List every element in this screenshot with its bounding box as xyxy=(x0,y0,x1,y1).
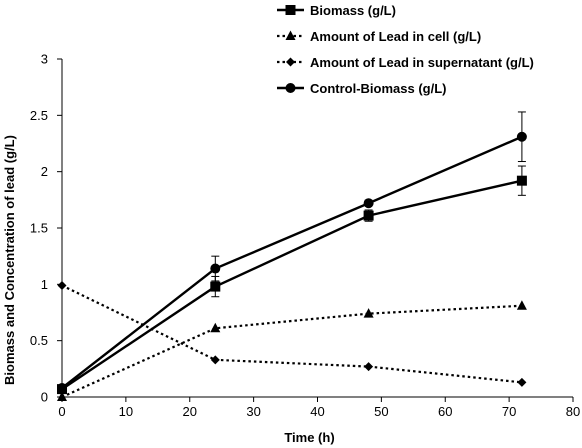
x-tick-label: 70 xyxy=(502,404,516,419)
series-2 xyxy=(57,300,527,401)
y-tick-label: 0.5 xyxy=(30,333,48,348)
legend-label: Control-Biomass (g/L) xyxy=(310,81,447,96)
data-point-s2-2 xyxy=(210,322,221,333)
legend-marker xyxy=(286,57,295,67)
series-line-2 xyxy=(61,304,522,399)
x-tick-label: 20 xyxy=(183,404,197,419)
legend-item-2: Amount of Lead in cell (g/L) xyxy=(277,29,481,44)
axes-layer: 0 10 20 30 40 50 60 70 80 0 0.5 1 1.5 2 2.5 3 Time (h) Bi… xyxy=(2,52,580,446)
data-point-s4-3 xyxy=(363,198,374,209)
legend-marker xyxy=(285,30,296,40)
series-line-4 xyxy=(61,135,523,389)
y-tick-label: 2.5 xyxy=(30,108,48,123)
y-tick-label: 3 xyxy=(41,52,48,67)
data-point-s3-2 xyxy=(210,355,220,365)
x-tick-label: 40 xyxy=(310,404,324,419)
y-tick-label: 0 xyxy=(41,390,48,405)
legend-marker xyxy=(285,83,296,93)
legend-item-1: Biomass (g/L) xyxy=(277,3,396,18)
legend-marker xyxy=(285,5,296,15)
x-tick-label: 10 xyxy=(119,404,133,419)
data-point-s2-3 xyxy=(363,308,374,318)
series-line-1 xyxy=(61,179,523,391)
data-point-s4-4 xyxy=(516,131,527,142)
y-tick-label: 1.5 xyxy=(30,221,48,236)
series-layer xyxy=(57,111,527,401)
legend-item-3: Amount of Lead in supernatant (g/L) xyxy=(277,55,534,70)
data-point-s1-3 xyxy=(363,210,374,221)
series-1 xyxy=(57,165,527,395)
legend-item-4: Control-Biomass (g/L) xyxy=(277,81,447,96)
data-point-s4-2 xyxy=(210,263,221,274)
legend-label: Biomass (g/L) xyxy=(310,3,396,18)
x-tick-label: 0 xyxy=(58,404,65,419)
x-axis-title: Time (h) xyxy=(284,430,334,445)
legend-label: Amount of Lead in cell (g/L) xyxy=(310,29,481,44)
x-tick-label: 50 xyxy=(374,404,388,419)
data-point-s1-4 xyxy=(516,175,527,186)
series-4 xyxy=(57,111,527,393)
y-tick-label: 2 xyxy=(41,164,48,179)
y-axis-title: Biomass and Concentration of lead (g/L) xyxy=(2,135,17,385)
x-tick-label: 80 xyxy=(566,404,580,419)
y-tick-label: 1 xyxy=(41,277,48,292)
data-point-s2-4 xyxy=(516,300,527,310)
x-tick-label: 60 xyxy=(438,404,452,419)
series-3 xyxy=(57,280,527,387)
x-tick-label: 30 xyxy=(246,404,260,419)
data-point-s3-3 xyxy=(364,362,374,372)
data-point-s3-4 xyxy=(517,377,527,387)
legend: Biomass (g/L) Amount of Lead in cell (g/L… xyxy=(277,3,534,96)
data-point-s1-2 xyxy=(210,281,221,292)
legend-label: Amount of Lead in supernatant (g/L) xyxy=(310,55,534,70)
